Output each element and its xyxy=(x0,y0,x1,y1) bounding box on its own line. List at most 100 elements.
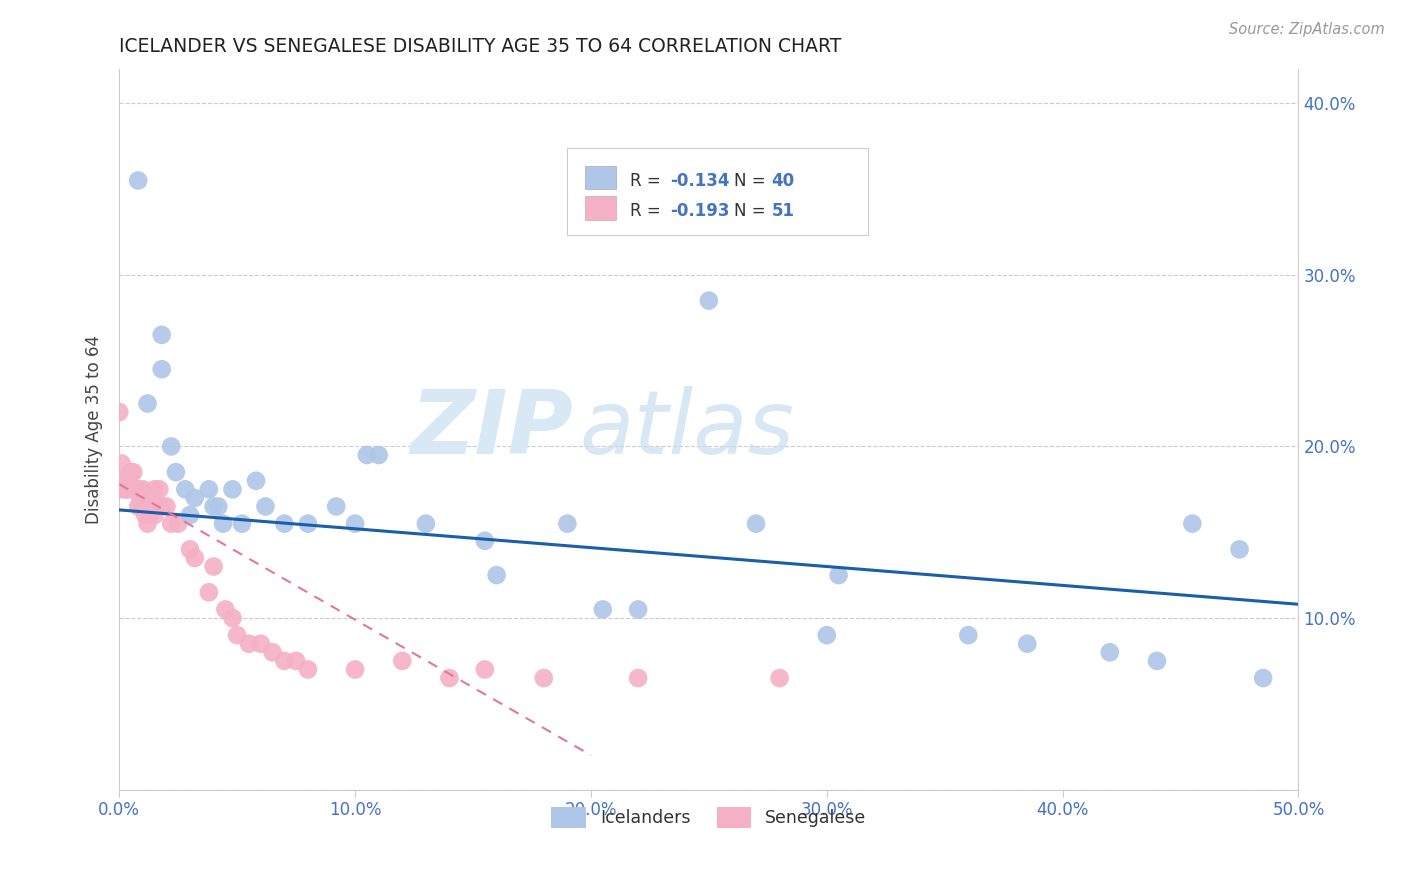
Point xyxy=(415,516,437,531)
Text: -0.134: -0.134 xyxy=(671,171,730,190)
Point xyxy=(165,465,187,479)
Point xyxy=(136,516,159,531)
Point xyxy=(391,654,413,668)
Point xyxy=(134,500,156,514)
Text: Source: ZipAtlas.com: Source: ZipAtlas.com xyxy=(1229,22,1385,37)
Text: R =: R = xyxy=(630,171,666,190)
Point xyxy=(202,500,225,514)
Point xyxy=(262,645,284,659)
Point xyxy=(273,516,295,531)
Point xyxy=(127,483,149,497)
Point xyxy=(273,654,295,668)
Point xyxy=(115,474,138,488)
Point xyxy=(627,671,650,685)
Point xyxy=(118,483,141,497)
Text: -0.193: -0.193 xyxy=(671,202,730,220)
Point xyxy=(1017,637,1039,651)
Point xyxy=(129,500,152,514)
Point xyxy=(1251,671,1274,685)
Point xyxy=(148,483,170,497)
Point xyxy=(150,362,173,376)
Point xyxy=(238,637,260,651)
Legend: Icelanders, Senegalese: Icelanders, Senegalese xyxy=(544,800,873,835)
Point xyxy=(439,671,461,685)
Point xyxy=(827,568,849,582)
Point xyxy=(184,550,207,565)
Point xyxy=(132,483,155,497)
Point xyxy=(1181,516,1204,531)
Point xyxy=(367,448,389,462)
Point xyxy=(474,663,496,677)
Text: 40: 40 xyxy=(772,171,794,190)
Point xyxy=(485,568,508,582)
Point xyxy=(136,396,159,410)
Point xyxy=(179,508,201,522)
Point xyxy=(344,663,367,677)
Point xyxy=(115,483,138,497)
Point xyxy=(122,483,145,497)
Point xyxy=(132,500,155,514)
Point xyxy=(143,483,166,497)
FancyBboxPatch shape xyxy=(585,196,616,219)
Point xyxy=(125,483,148,497)
Point xyxy=(111,483,134,497)
Point xyxy=(108,405,131,419)
Point xyxy=(143,508,166,522)
Point xyxy=(174,483,197,497)
Point xyxy=(212,516,235,531)
Point xyxy=(127,173,149,187)
Point xyxy=(325,500,347,514)
FancyBboxPatch shape xyxy=(585,166,616,189)
Point xyxy=(146,500,169,514)
Text: atlas: atlas xyxy=(579,386,794,472)
Point xyxy=(122,465,145,479)
Point xyxy=(297,663,319,677)
Point xyxy=(249,637,271,651)
Point xyxy=(207,500,229,514)
Point xyxy=(245,474,267,488)
Point xyxy=(344,516,367,531)
Point xyxy=(957,628,980,642)
Point xyxy=(254,500,277,514)
Point xyxy=(202,559,225,574)
Text: N =: N = xyxy=(734,171,770,190)
Point xyxy=(136,500,159,514)
Point xyxy=(769,671,792,685)
Point xyxy=(139,508,162,522)
Point xyxy=(155,500,177,514)
Point xyxy=(160,439,183,453)
Text: R =: R = xyxy=(630,202,666,220)
Point xyxy=(474,533,496,548)
Point xyxy=(285,654,308,668)
Point xyxy=(231,516,253,531)
Point xyxy=(112,474,135,488)
Point xyxy=(184,491,207,505)
Point xyxy=(198,483,221,497)
Point xyxy=(160,516,183,531)
Point xyxy=(141,500,163,514)
Point xyxy=(221,611,243,625)
Point xyxy=(226,628,249,642)
Point xyxy=(627,602,650,616)
Point xyxy=(533,671,555,685)
Point xyxy=(111,457,134,471)
Text: 51: 51 xyxy=(772,202,794,220)
FancyBboxPatch shape xyxy=(568,148,868,235)
Point xyxy=(1098,645,1121,659)
Point xyxy=(697,293,720,308)
Point xyxy=(592,602,614,616)
Point xyxy=(198,585,221,599)
Point xyxy=(745,516,768,531)
Y-axis label: Disability Age 35 to 64: Disability Age 35 to 64 xyxy=(86,334,103,524)
Point xyxy=(127,500,149,514)
Point xyxy=(167,516,190,531)
Point xyxy=(221,483,243,497)
Point xyxy=(150,500,173,514)
Point xyxy=(129,491,152,505)
Text: ICELANDER VS SENEGALESE DISABILITY AGE 35 TO 64 CORRELATION CHART: ICELANDER VS SENEGALESE DISABILITY AGE 3… xyxy=(120,37,842,56)
Point xyxy=(179,542,201,557)
Point xyxy=(150,327,173,342)
Text: ZIP: ZIP xyxy=(411,385,574,473)
Text: N =: N = xyxy=(734,202,770,220)
Point xyxy=(134,508,156,522)
